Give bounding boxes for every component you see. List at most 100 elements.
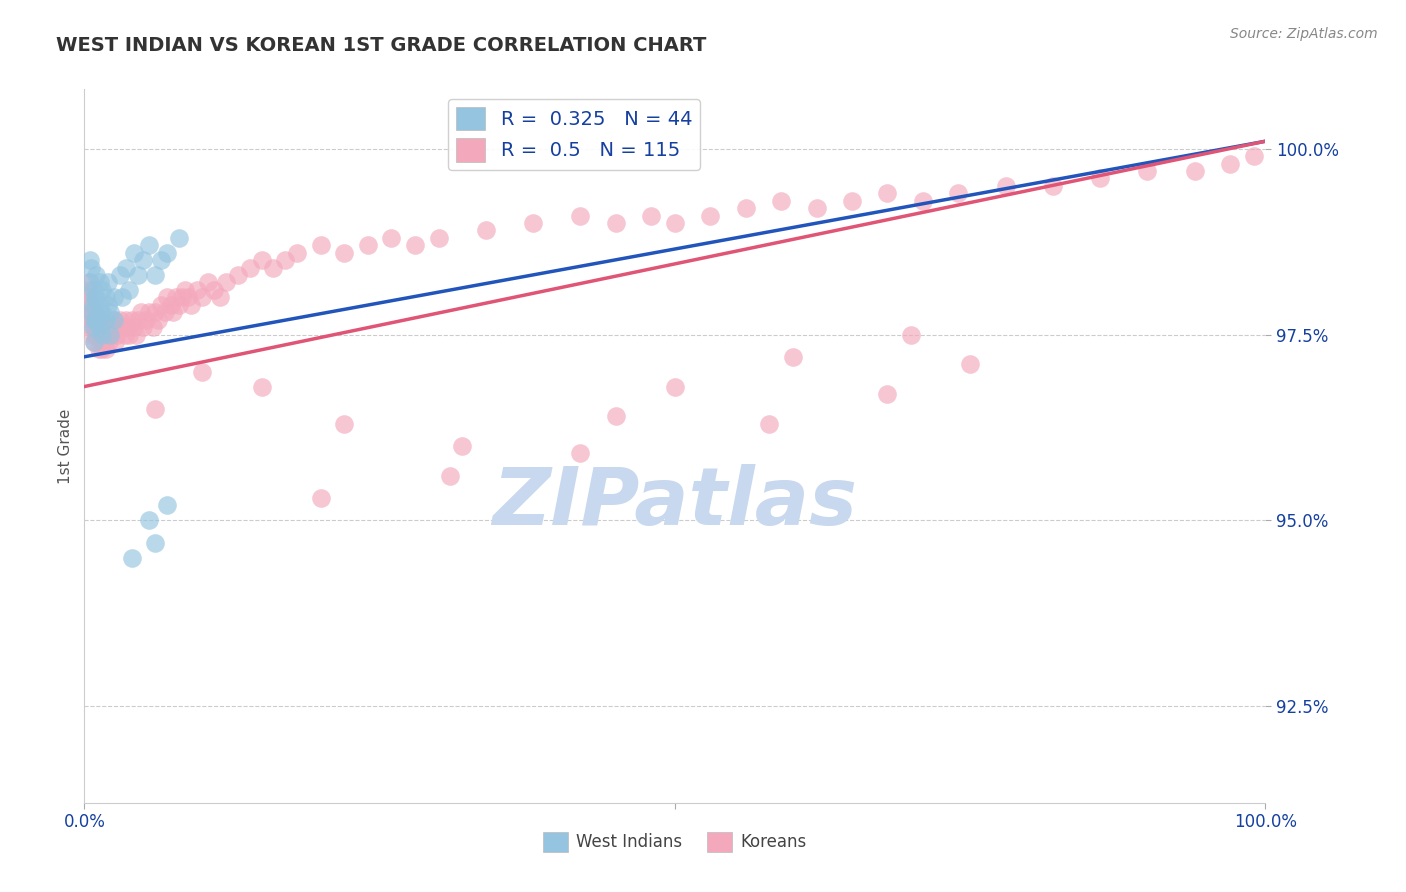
Point xyxy=(274,253,297,268)
Point xyxy=(250,253,273,268)
Point xyxy=(770,194,793,208)
Point xyxy=(197,276,219,290)
Point xyxy=(83,334,105,349)
Point xyxy=(127,312,149,326)
Point xyxy=(333,245,356,260)
Point xyxy=(115,320,138,334)
Point xyxy=(84,268,107,282)
Point xyxy=(333,417,356,431)
Point xyxy=(91,305,114,319)
Point xyxy=(91,327,114,342)
Point xyxy=(100,327,122,342)
Point xyxy=(180,298,202,312)
Point xyxy=(177,290,200,304)
Point xyxy=(105,320,128,334)
Point xyxy=(98,305,121,319)
Point xyxy=(80,305,103,319)
Point xyxy=(156,290,179,304)
Point xyxy=(111,320,134,334)
Point xyxy=(114,327,136,342)
Point xyxy=(114,260,136,275)
Point xyxy=(948,186,970,201)
Point xyxy=(156,245,179,260)
Point xyxy=(127,268,149,282)
Point xyxy=(309,491,332,505)
Text: WEST INDIAN VS KOREAN 1ST GRADE CORRELATION CHART: WEST INDIAN VS KOREAN 1ST GRADE CORRELAT… xyxy=(56,36,707,54)
Point xyxy=(522,216,544,230)
Point xyxy=(1184,164,1206,178)
Point xyxy=(132,320,155,334)
Point xyxy=(79,290,101,304)
Point xyxy=(475,223,498,237)
Point xyxy=(911,194,934,208)
Point xyxy=(146,312,169,326)
Point xyxy=(94,290,117,304)
Point xyxy=(239,260,262,275)
Point xyxy=(876,387,898,401)
Point xyxy=(91,327,114,342)
Point xyxy=(159,298,181,312)
Point xyxy=(89,305,111,319)
Point xyxy=(91,343,114,357)
Point xyxy=(83,290,105,304)
Point xyxy=(84,320,107,334)
Point xyxy=(118,327,141,342)
Point xyxy=(84,290,107,304)
Point xyxy=(108,268,131,282)
Point xyxy=(98,327,121,342)
Point xyxy=(90,312,112,326)
Point xyxy=(215,276,238,290)
Point xyxy=(167,231,190,245)
Point xyxy=(782,350,804,364)
Point xyxy=(91,283,114,297)
Point xyxy=(122,245,145,260)
Point xyxy=(427,231,450,245)
Point xyxy=(758,417,780,431)
Point xyxy=(138,305,160,319)
Point xyxy=(380,231,402,245)
Point xyxy=(262,260,284,275)
Point xyxy=(86,312,108,326)
Point xyxy=(82,305,104,319)
Point xyxy=(167,298,190,312)
Point xyxy=(143,401,166,416)
Point xyxy=(156,499,179,513)
Point xyxy=(309,238,332,252)
Point xyxy=(91,320,114,334)
Point xyxy=(1136,164,1159,178)
Point xyxy=(285,245,308,260)
Point xyxy=(1088,171,1111,186)
Point xyxy=(118,283,141,297)
Point xyxy=(98,334,121,349)
Point xyxy=(97,276,120,290)
Point xyxy=(959,357,981,371)
Point xyxy=(841,194,863,208)
Point xyxy=(143,535,166,549)
Point xyxy=(191,290,214,304)
Point xyxy=(93,334,115,349)
Point xyxy=(97,298,120,312)
Point xyxy=(226,268,249,282)
Point xyxy=(142,320,165,334)
Point xyxy=(87,320,110,334)
Point xyxy=(605,409,627,424)
Point xyxy=(664,216,686,230)
Text: ZIPatlas: ZIPatlas xyxy=(492,464,858,542)
Point xyxy=(98,320,121,334)
Point xyxy=(125,327,148,342)
Point xyxy=(209,290,232,304)
Point xyxy=(97,327,120,342)
Point xyxy=(569,446,592,460)
Point xyxy=(357,238,380,252)
Point xyxy=(121,312,143,326)
Point xyxy=(172,290,194,304)
Point xyxy=(605,216,627,230)
Point xyxy=(876,186,898,201)
Point xyxy=(250,379,273,393)
Point xyxy=(87,298,110,312)
Point xyxy=(153,305,176,319)
Point xyxy=(79,253,101,268)
Point xyxy=(83,312,105,326)
Point xyxy=(79,276,101,290)
Point xyxy=(82,283,104,297)
